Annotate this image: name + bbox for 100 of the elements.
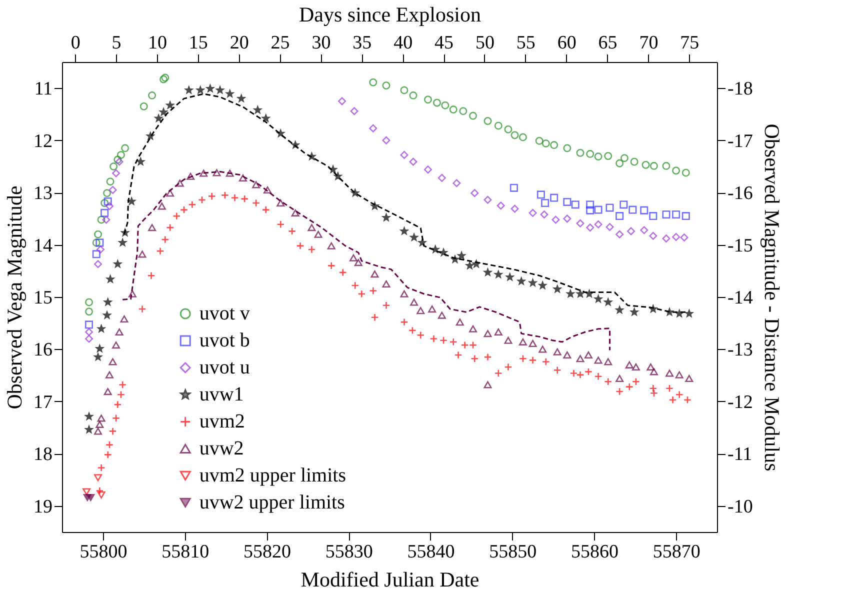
point: [452, 179, 461, 188]
point: [85, 426, 93, 434]
point: [662, 234, 670, 243]
point: [586, 200, 594, 209]
point: [662, 162, 670, 170]
point: [92, 238, 100, 247]
point: [616, 374, 624, 382]
point: [96, 238, 104, 247]
point: [518, 338, 527, 346]
point: [166, 190, 174, 197]
point: [440, 248, 448, 256]
point: [469, 112, 478, 120]
point: [96, 344, 104, 352]
point: [494, 122, 502, 130]
point: [528, 340, 537, 348]
point: [594, 220, 602, 228]
point: [449, 106, 458, 114]
y-tick-label: 13: [34, 183, 52, 204]
point: [682, 168, 690, 177]
y-tick-label: 12: [34, 130, 52, 152]
point: [606, 204, 614, 212]
point: [666, 308, 674, 316]
point: [254, 106, 262, 114]
point: [576, 148, 584, 157]
point: [108, 186, 117, 194]
point: [554, 285, 562, 293]
point: [216, 86, 224, 94]
point: [97, 414, 106, 422]
legend-label: uvw2 upper limits: [199, 492, 346, 514]
point: [586, 206, 594, 214]
point: [432, 245, 440, 253]
point: [370, 202, 379, 210]
point: [85, 298, 94, 306]
point: [85, 320, 94, 329]
legend-label: uvot v: [199, 302, 250, 325]
point: [451, 255, 459, 263]
y-tick-label: 16: [34, 340, 52, 361]
point: [456, 318, 464, 326]
point: [114, 260, 122, 268]
point: [606, 223, 614, 232]
point: [369, 78, 378, 86]
point: [604, 152, 612, 160]
point: [472, 260, 480, 268]
point: [82, 488, 91, 496]
point: [212, 169, 221, 176]
point: [104, 197, 112, 206]
point: [86, 494, 95, 502]
point: [96, 245, 104, 254]
point: [148, 224, 156, 232]
point: [540, 210, 548, 218]
x-tick-label: 55860: [570, 542, 618, 562]
point: [110, 162, 118, 170]
point: [496, 202, 505, 210]
point: [94, 428, 102, 435]
point: [672, 232, 680, 241]
point: [105, 371, 114, 378]
y2-tick-label: -16: [728, 183, 753, 204]
point: [410, 233, 418, 241]
y2-tick-label: -14: [728, 288, 754, 308]
x-tick-label: 55870: [652, 542, 700, 562]
y2-tick-label: -18: [728, 78, 753, 100]
point: [538, 346, 547, 353]
y-tick-label: 17: [34, 392, 52, 413]
point: [616, 159, 624, 168]
point: [517, 277, 526, 285]
y-tick-label: 19: [34, 496, 52, 518]
point: [585, 290, 594, 298]
point: [576, 219, 584, 228]
point: [675, 371, 684, 378]
point: [441, 101, 450, 110]
point: [94, 260, 102, 268]
x2-tick-label: 50: [475, 32, 494, 54]
point: [594, 295, 602, 302]
y2-tick-label: -13: [728, 340, 753, 361]
point: [576, 355, 584, 362]
point: [148, 91, 156, 100]
point: [400, 227, 408, 235]
legend-label: uvot u: [199, 356, 250, 379]
point: [237, 94, 246, 102]
point: [252, 181, 260, 188]
point: [292, 141, 300, 148]
point: [94, 474, 102, 482]
point: [238, 174, 247, 182]
point: [410, 298, 418, 306]
point: [85, 308, 94, 316]
point: [350, 107, 358, 116]
point: [650, 368, 658, 376]
point: [640, 206, 648, 214]
point: [510, 184, 518, 192]
x2-tick-label: 40: [394, 32, 413, 54]
point: [484, 117, 492, 126]
point: [121, 144, 130, 152]
point: [112, 341, 120, 349]
legend-label: uvm2: [199, 410, 245, 433]
point: [100, 208, 109, 217]
point: [662, 210, 670, 218]
point: [369, 124, 378, 132]
x2-tick-label: 65: [598, 32, 618, 54]
legend-label: uvw1: [199, 384, 244, 406]
x-tick-label: 55850: [489, 542, 537, 562]
